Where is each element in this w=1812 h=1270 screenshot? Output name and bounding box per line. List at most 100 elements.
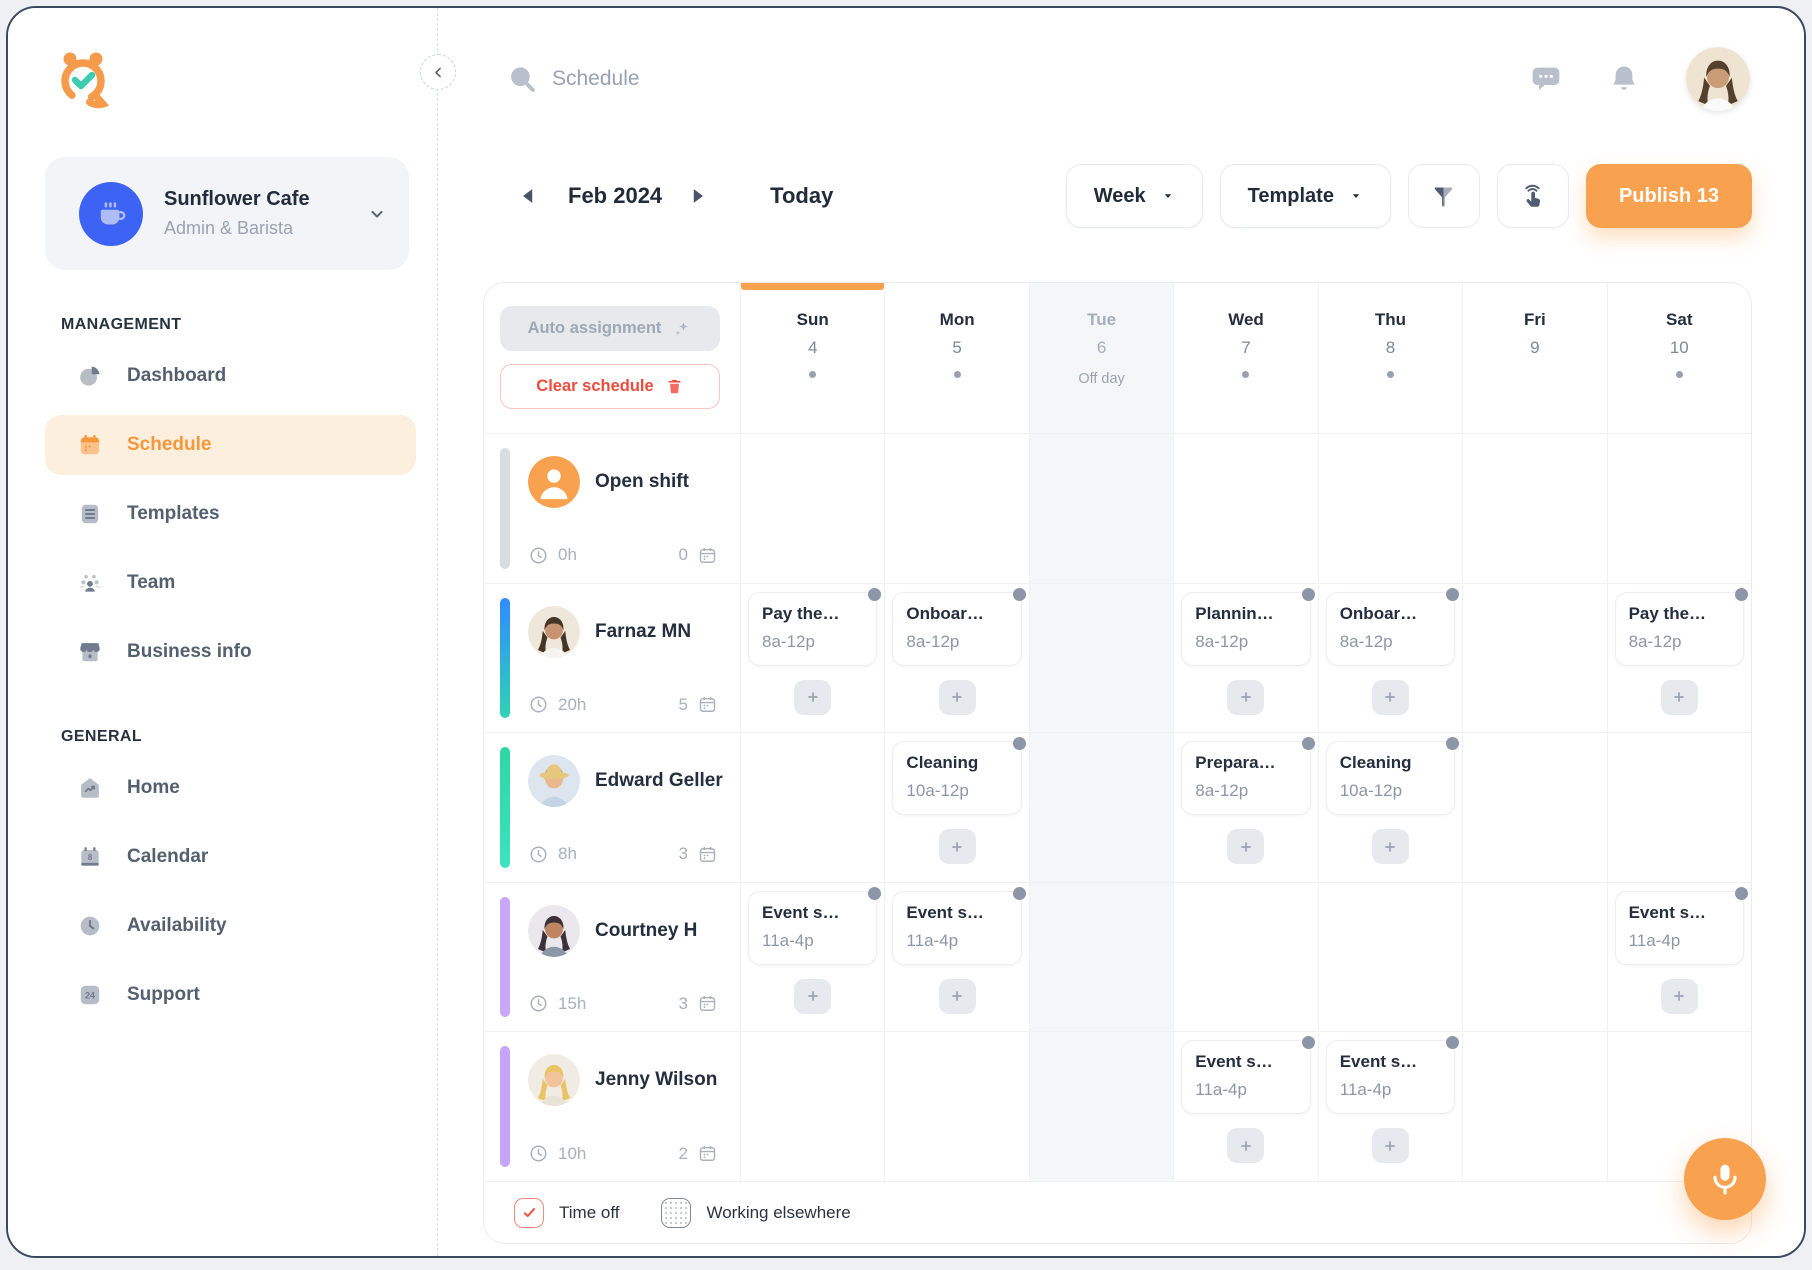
shift-card[interactable]: Event s… 11a-4p [1614, 886, 1748, 965]
add-shift-button[interactable] [938, 829, 976, 865]
shift-cell[interactable]: Pay the… 8a-12p [1606, 582, 1751, 733]
shift-cell[interactable]: Pay the… 8a-12p [740, 582, 885, 733]
workspace-switcher[interactable]: Sunflower Cafe Admin & Barista [45, 157, 409, 270]
voice-assistant-button[interactable] [1684, 1138, 1766, 1220]
member-row-header[interactable]: Courtney H 15h 3 [484, 881, 740, 1032]
profile-avatar[interactable] [1686, 47, 1750, 111]
member-row-header[interactable]: Farnaz MN 20h 5 [484, 582, 740, 733]
shift-cell[interactable]: Event s… 11a-4p [1606, 881, 1751, 1032]
sidebar-item-schedule[interactable]: Schedule [45, 415, 416, 475]
shift-cell[interactable] [1028, 433, 1174, 583]
open-shift-row-header[interactable]: Open shift 0h 0 [484, 433, 740, 583]
period-label[interactable]: Feb 2024 [568, 183, 663, 208]
shift-cell[interactable] [1173, 433, 1318, 583]
bell-icon[interactable] [1608, 63, 1640, 95]
shift-card[interactable]: Pay the… 8a-12p [1614, 587, 1748, 666]
sidebar-item-availability[interactable]: Availability [45, 896, 416, 956]
add-shift-button[interactable] [1227, 679, 1265, 715]
shift-card[interactable]: Prepara… 8a-12p [1181, 737, 1315, 816]
sidebar-item-templates[interactable]: Templates [45, 484, 416, 544]
shift-card[interactable]: Plannin… 8a-12p [1181, 587, 1315, 666]
shift-cell[interactable] [1317, 881, 1463, 1032]
add-shift-button[interactable] [938, 978, 976, 1014]
add-shift-button[interactable] [794, 978, 832, 1014]
day-header-fri[interactable]: Fri 9 [1462, 283, 1607, 433]
member-row-header[interactable]: Jenny Wilson 10h 2 [484, 1031, 740, 1181]
sidebar-item-calendar[interactable]: 8 Calendar [45, 827, 416, 887]
shift-cell[interactable] [740, 1031, 885, 1181]
day-header-sun[interactable]: Sun 4 [740, 283, 885, 433]
shift-cell[interactable]: Plannin… 8a-12p [1173, 582, 1318, 733]
sidebar-item-business-info[interactable]: Business info [45, 622, 416, 682]
shift-card[interactable]: Onboar… 8a-12p [1325, 587, 1460, 666]
shift-cell[interactable]: Prepara… 8a-12p [1173, 732, 1318, 882]
add-shift-button[interactable] [1371, 1128, 1409, 1164]
search-icon[interactable] [506, 63, 538, 95]
add-shift-button[interactable] [1371, 829, 1409, 865]
filter-button[interactable] [1407, 164, 1480, 228]
add-shift-button[interactable] [794, 679, 832, 715]
shift-cell[interactable]: Onboar… 8a-12p [884, 582, 1029, 733]
chat-bubble-icon[interactable] [1530, 63, 1562, 95]
sidebar-item-support[interactable]: 24 Support [45, 965, 416, 1025]
shift-card[interactable]: Event s… 11a-4p [748, 886, 882, 965]
shift-cell[interactable]: Event s… 11a-4p [1173, 1031, 1318, 1181]
day-header-sat[interactable]: Sat 10 [1606, 283, 1751, 433]
shift-cell[interactable] [1173, 881, 1318, 1032]
shift-cell[interactable] [884, 1031, 1029, 1181]
collapse-sidebar-button[interactable] [420, 54, 456, 90]
shift-cell[interactable] [1028, 881, 1174, 1032]
next-week-button[interactable] [686, 183, 712, 209]
add-shift-button[interactable] [1660, 978, 1698, 1014]
view-select[interactable]: Week [1065, 164, 1203, 228]
shift-cell[interactable] [1462, 881, 1607, 1032]
shift-card[interactable]: Event s… 11a-4p [1325, 1036, 1460, 1115]
add-shift-button[interactable] [1371, 679, 1409, 715]
auto-assignment-button[interactable]: Auto assignment [500, 306, 720, 351]
today-button[interactable]: Today [770, 183, 834, 208]
shift-cell[interactable]: Cleaning 10a-12p [884, 732, 1029, 882]
shift-cell[interactable]: Cleaning 10a-12p [1317, 732, 1463, 882]
prev-week-button[interactable] [518, 183, 544, 209]
day-header-mon[interactable]: Mon 5 [884, 283, 1029, 433]
template-select[interactable]: Template [1219, 164, 1391, 228]
shift-card[interactable]: Event s… 11a-4p [1181, 1036, 1315, 1115]
shift-cell[interactable]: Event s… 11a-4p [884, 881, 1029, 1032]
shift-cell[interactable] [884, 433, 1029, 583]
shift-cell[interactable] [1028, 1031, 1174, 1181]
shift-cell[interactable] [1462, 732, 1607, 882]
shift-cell[interactable] [1462, 1031, 1607, 1181]
shift-cell[interactable]: Onboar… 8a-12p [1317, 582, 1463, 733]
clear-schedule-button[interactable]: Clear schedule [500, 364, 720, 409]
shift-card[interactable]: Cleaning 10a-12p [1325, 737, 1460, 816]
add-shift-button[interactable] [1227, 829, 1265, 865]
add-shift-button[interactable] [1227, 1128, 1265, 1164]
shift-cell[interactable]: Event s… 11a-4p [1317, 1031, 1463, 1181]
add-shift-button[interactable] [1660, 679, 1698, 715]
shift-card[interactable]: Event s… 11a-4p [892, 886, 1026, 965]
shift-cell[interactable] [1606, 732, 1751, 882]
member-row-header[interactable]: Edward Geller 8h 3 [484, 732, 740, 882]
publish-button[interactable]: Publish 13 [1585, 164, 1752, 228]
shift-cell[interactable] [1028, 732, 1174, 882]
shift-cell[interactable] [1606, 433, 1751, 583]
sidebar-item-home[interactable]: Home [45, 758, 416, 818]
shift-card[interactable]: Onboar… 8a-12p [892, 587, 1026, 666]
tap-to-assign-button[interactable] [1496, 164, 1569, 228]
shift-cell[interactable] [1462, 433, 1607, 583]
day-header-wed[interactable]: Wed 7 [1173, 283, 1318, 433]
day-header-tue[interactable]: Tue 6 Off day [1028, 283, 1174, 433]
shift-cell[interactable] [1462, 582, 1607, 733]
shift-cell[interactable]: Event s… 11a-4p [740, 881, 885, 1032]
shift-cell[interactable] [740, 433, 885, 583]
sidebar-item-dashboard[interactable]: Dashboard [45, 346, 416, 406]
add-shift-button[interactable] [938, 679, 976, 715]
sidebar-item-team[interactable]: Team [45, 553, 416, 613]
shift-card[interactable]: Cleaning 10a-12p [892, 737, 1026, 816]
shift-cell[interactable] [1317, 433, 1463, 583]
shift-card[interactable]: Pay the… 8a-12p [748, 587, 882, 666]
shift-cell[interactable] [740, 732, 885, 882]
day-header-thu[interactable]: Thu 8 [1317, 283, 1463, 433]
member-color-bar [500, 597, 510, 719]
shift-cell[interactable] [1028, 582, 1174, 733]
